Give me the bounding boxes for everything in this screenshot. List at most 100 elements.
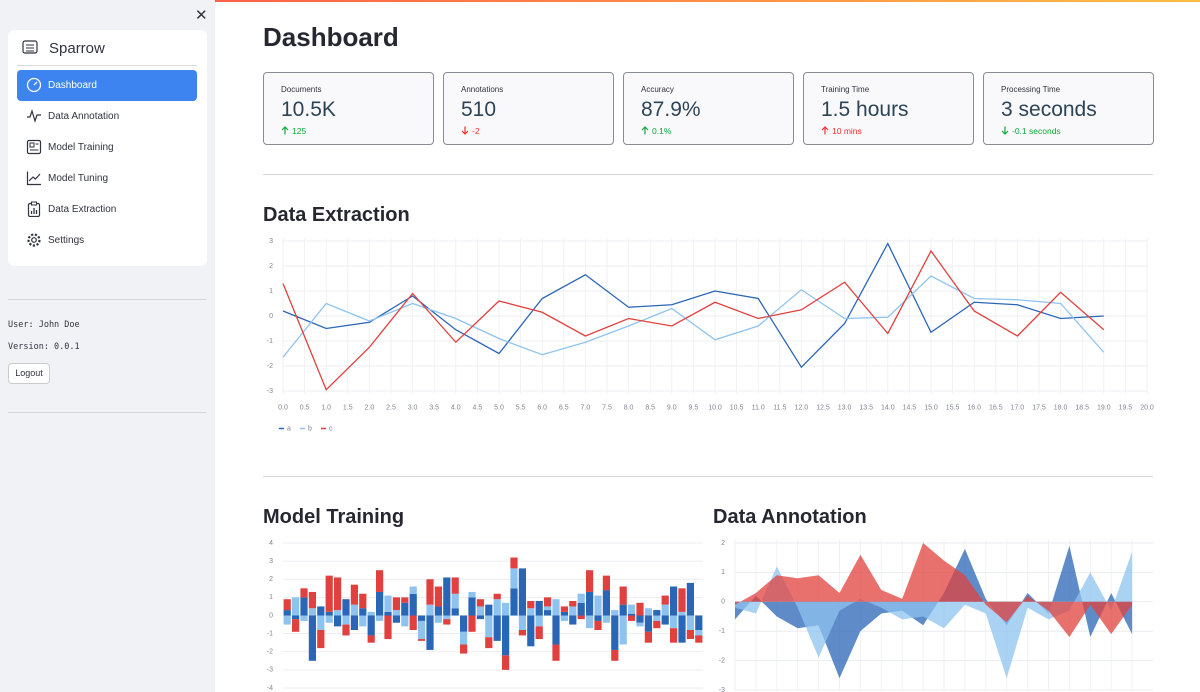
delta-value: -2	[472, 126, 480, 136]
x-tick-label: 17.0	[1011, 404, 1025, 411]
bar-segment	[510, 568, 518, 589]
bar-segment	[653, 620, 661, 629]
bar-segment	[359, 615, 367, 627]
x-tick-label: 14.0	[881, 404, 895, 411]
delta-arrow	[1001, 126, 1009, 135]
bar-segment	[493, 599, 501, 616]
bar-segment	[468, 615, 476, 632]
top-accent	[0, 0, 1200, 2]
bar-segment	[535, 626, 543, 640]
bar-segment	[594, 615, 602, 621]
bar-segment	[325, 615, 333, 623]
bar-segment	[586, 591, 594, 616]
menu-item[interactable]: Model Training	[17, 132, 197, 163]
delta-value: 125	[292, 126, 307, 136]
divider	[8, 412, 206, 413]
delta-value: 0.1%	[652, 126, 672, 136]
bar-segment	[644, 631, 652, 643]
x-tick-label: 0.5	[300, 404, 310, 411]
metric-delta: -2	[461, 126, 480, 136]
icon	[27, 233, 41, 247]
metric-value: 10.5K	[281, 98, 336, 121]
metric-delta: -0.1 seconds	[1001, 126, 1061, 136]
version-info: Version: 0.0.1	[8, 342, 80, 352]
menu-label[interactable]: Settings	[48, 235, 85, 246]
metric-delta: 125	[281, 126, 306, 136]
bar-segment	[451, 593, 459, 609]
menu-label[interactable]: Model Tuning	[48, 173, 109, 184]
bar-segment	[434, 586, 442, 607]
y-tick-label: 2	[269, 576, 273, 583]
y-tick-label: 2	[721, 540, 725, 547]
sidebar: ✕ Sparrow Dashboard Data Annotation Mode…	[0, 0, 215, 692]
menu-label[interactable]: Data Extraction	[48, 204, 117, 215]
y-tick-label: 0	[269, 313, 273, 320]
metric-card: Processing Time 3 seconds -0.1 seconds	[983, 72, 1154, 145]
logout-button[interactable]: Logout	[8, 363, 50, 384]
menu-item[interactable]: Dashboard	[17, 70, 197, 101]
bar-segment	[695, 615, 703, 630]
bar-segment	[628, 615, 636, 621]
menu-item[interactable]: Model Tuning	[17, 163, 197, 194]
menu-card: Sparrow Dashboard Data Annotation Model …	[8, 30, 207, 266]
bar-segment	[342, 615, 350, 625]
delta-arrow	[281, 126, 289, 135]
x-tick-label: 8.5	[645, 404, 655, 411]
bar-segment	[367, 611, 375, 616]
bar-segment	[518, 615, 526, 630]
bar-segment	[468, 591, 476, 598]
bar-segment	[670, 615, 678, 629]
menu-label[interactable]: Data Annotation	[48, 111, 120, 122]
divider	[263, 476, 1153, 477]
y-tick-label: 2	[269, 263, 273, 270]
menu-label[interactable]: Model Training	[48, 142, 114, 153]
bar-segment	[283, 599, 291, 611]
bar-segment	[460, 644, 468, 654]
arrow	[821, 126, 829, 135]
bar-segment	[426, 579, 434, 605]
x-tick-label: 3.5	[429, 404, 439, 411]
menu-item[interactable]: Data Annotation	[17, 101, 197, 132]
arrow	[641, 126, 649, 135]
metric-value: 3 seconds	[1001, 98, 1097, 121]
bar-segment	[384, 595, 392, 612]
bar-segment	[451, 608, 459, 616]
x-tick-label: 9.5	[689, 404, 699, 411]
bar-segment	[443, 619, 451, 625]
x-tick-label: 15.5	[946, 404, 960, 411]
bar-segment	[527, 615, 535, 647]
bar-segment	[661, 615, 669, 625]
bar-segment	[292, 615, 300, 620]
metric-value: 87.9%	[641, 98, 701, 121]
bar-segment	[460, 615, 468, 632]
bar-segment	[350, 615, 358, 630]
bar-segment	[594, 595, 602, 616]
icon	[26, 139, 42, 155]
bar-segment	[292, 619, 300, 632]
bar-segment	[300, 597, 308, 616]
legend-label: b	[308, 425, 312, 432]
bar-segment	[560, 606, 568, 612]
bar-segment	[695, 629, 703, 636]
x-tick-label: 6.0	[537, 404, 547, 411]
line-chart: -3 -2 -1 0 1 2 3 0.0 0.5 1.0 1.5 2.0 2.5 3.0 3.5 4.0 4.5…	[267, 238, 1154, 433]
x-tick-label: 11.5	[773, 404, 786, 411]
menu-item[interactable]: Data Extraction	[17, 194, 197, 225]
bar-segment	[451, 577, 459, 594]
y-tick-label: -2	[719, 657, 725, 664]
bar-segment	[493, 593, 501, 600]
y-tick-label: -1	[267, 338, 273, 345]
arrow	[461, 126, 469, 135]
bar-segment	[409, 615, 417, 630]
delta-arrow	[641, 126, 649, 135]
close-button[interactable]: ✕	[195, 7, 208, 24]
bar-segment	[602, 615, 610, 623]
bar-segment	[292, 597, 300, 616]
metric-value: 510	[461, 98, 497, 121]
x-tick-label: 1.0	[321, 404, 331, 411]
bar-segment	[460, 631, 468, 645]
menu-item[interactable]: Settings	[17, 225, 197, 256]
menu-label[interactable]: Dashboard	[48, 80, 97, 91]
bar-segment	[577, 602, 585, 616]
